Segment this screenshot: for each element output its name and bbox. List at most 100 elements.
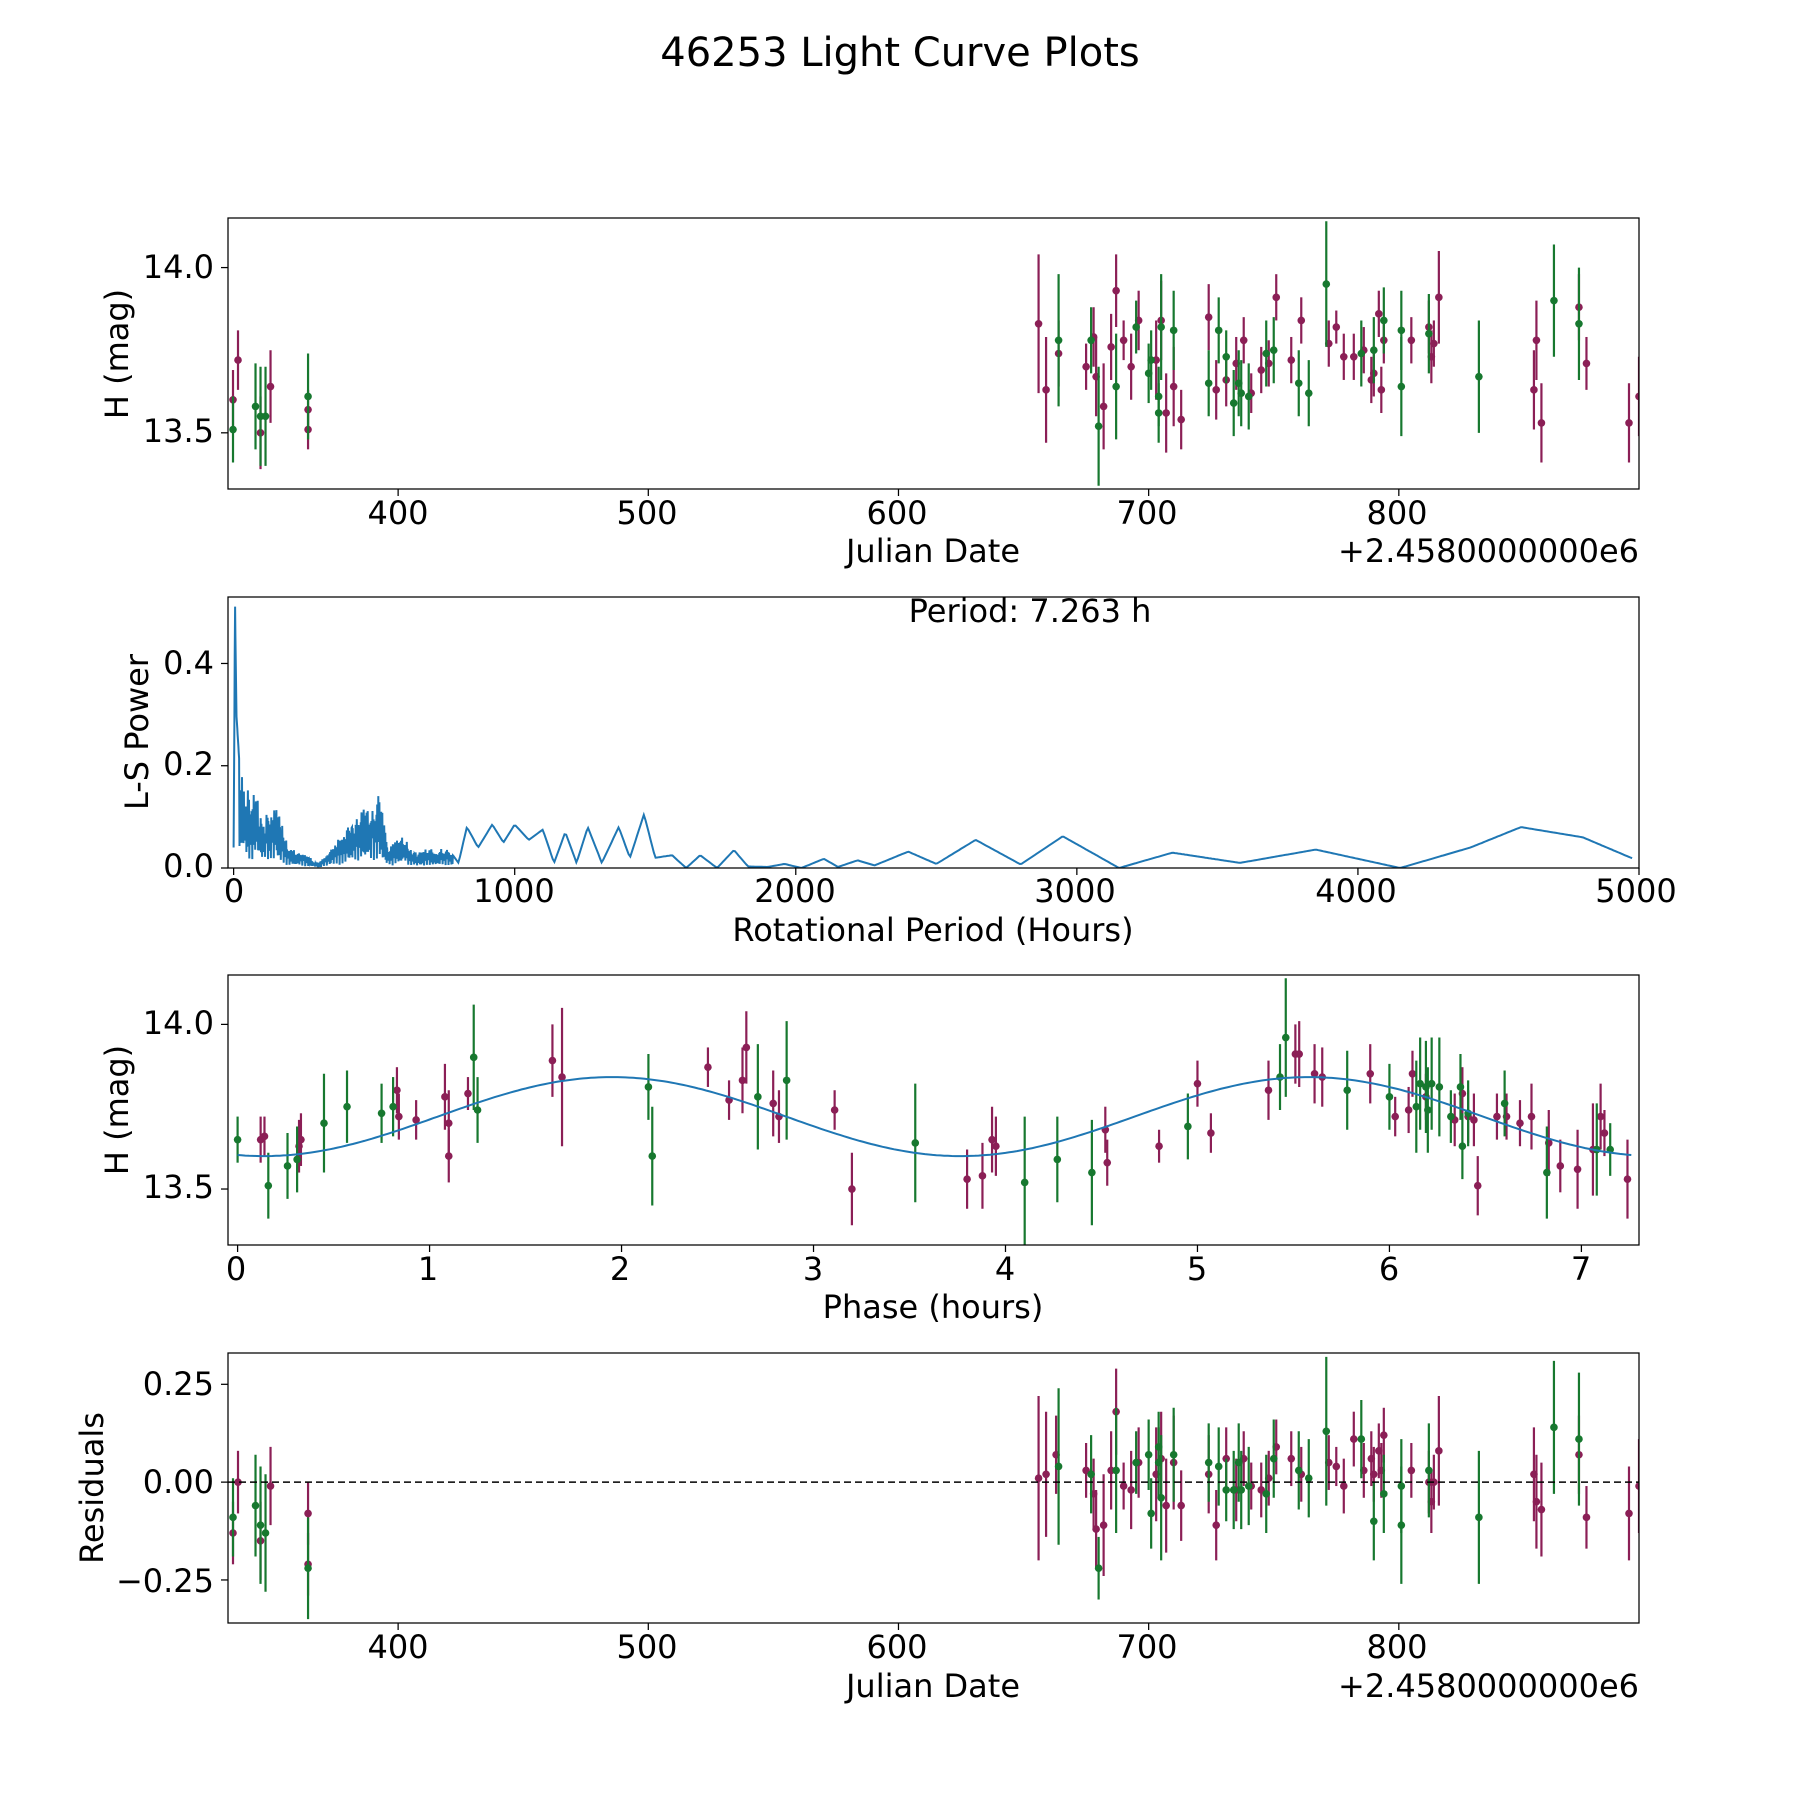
light-curve-point-filter_b bbox=[1222, 353, 1231, 361]
residuals-point-filter_b bbox=[1222, 1486, 1231, 1494]
residuals-point-filter_b bbox=[1237, 1486, 1246, 1494]
periodogram-ytick-0.4: 0.4 bbox=[163, 644, 214, 682]
residuals-point-filter_b bbox=[1087, 1470, 1095, 1479]
phase-point-filter_b bbox=[1343, 1086, 1352, 1095]
residuals-point-filter_a bbox=[266, 1482, 275, 1490]
residuals-point-filter_b bbox=[1475, 1513, 1483, 1522]
phase-point-filter_a bbox=[769, 1099, 778, 1108]
residuals-point-filter_a bbox=[234, 1478, 242, 1486]
phase-point-filter_a bbox=[1310, 1069, 1319, 1078]
phase-point-filter_b bbox=[233, 1135, 242, 1144]
phase-point-filter_b bbox=[782, 1076, 791, 1085]
phase-point-filter_b bbox=[469, 1053, 478, 1062]
residuals-point-filter_a bbox=[1435, 1447, 1443, 1455]
phase-point-filter_a bbox=[1193, 1079, 1202, 1088]
phase-point-filter_a bbox=[988, 1135, 996, 1144]
light-curve-point-filter_a bbox=[1119, 336, 1128, 345]
residuals-ticks bbox=[221, 1383, 1400, 1630]
residuals-point-filter_a bbox=[1370, 1470, 1378, 1479]
residuals-point-filter_b bbox=[1144, 1450, 1153, 1459]
residuals-xtick-600: 600 bbox=[866, 1628, 927, 1666]
light-curve-ticks bbox=[221, 266, 1400, 496]
phase-ylabel: H (mag) bbox=[98, 1045, 136, 1175]
residuals-xtick-800: 800 bbox=[1366, 1628, 1427, 1666]
light-curve-point-filter_a bbox=[1339, 353, 1348, 361]
phase-point-filter_b bbox=[1447, 1112, 1455, 1121]
light-curve-point-filter_b bbox=[1269, 346, 1278, 354]
residuals-point-filter_b bbox=[1370, 1517, 1378, 1526]
residuals-point-filter_a bbox=[1287, 1454, 1296, 1463]
light-curve-point-filter_b bbox=[1112, 382, 1120, 391]
periodogram-curve bbox=[232, 606, 1633, 868]
phase-point-filter_a bbox=[1391, 1112, 1399, 1121]
residuals-point-filter_a bbox=[1092, 1525, 1100, 1533]
residuals-xtick-700: 700 bbox=[1116, 1628, 1177, 1666]
phase-point-filter_b bbox=[1184, 1122, 1192, 1131]
residuals-point-filter_b bbox=[1397, 1482, 1406, 1490]
light-curve-point-filter_b bbox=[1154, 409, 1163, 417]
phase-point-filter_a bbox=[963, 1175, 971, 1183]
residuals-point-filter_a bbox=[1532, 1497, 1541, 1506]
panel-phase-folded: 13.5 14.0 0 1 2 3 4 5 6 7 Phase (hours) … bbox=[98, 974, 1640, 1326]
light-curve-point-filter_a bbox=[1107, 343, 1115, 351]
light-curve-point-filter_b bbox=[1425, 329, 1433, 338]
residuals-point-filter_b bbox=[1304, 1474, 1313, 1483]
residuals-point-filter_b bbox=[1157, 1493, 1165, 1502]
residuals-point-filter_a bbox=[1349, 1435, 1358, 1443]
residuals-point-filter_b bbox=[1550, 1423, 1558, 1432]
residuals-point-filter_b bbox=[1294, 1466, 1303, 1475]
light-curve-points bbox=[229, 221, 1639, 486]
phase-point-filter_a bbox=[558, 1073, 566, 1081]
phase-point-filter_b bbox=[343, 1102, 351, 1111]
residuals-point-filter_b bbox=[1094, 1564, 1103, 1573]
phase-point-filter_b bbox=[389, 1102, 397, 1111]
residuals-point-filter_b bbox=[1425, 1466, 1433, 1475]
phase-point-filter_b bbox=[1435, 1083, 1444, 1091]
phase-point-filter_b bbox=[1020, 1178, 1029, 1187]
phase-xlabel: Phase (hours) bbox=[823, 1288, 1044, 1326]
residuals-point-filter_b bbox=[1322, 1427, 1331, 1436]
residuals-point-filter_a bbox=[1635, 1482, 1639, 1490]
light-curve-point-filter_a bbox=[1625, 419, 1633, 427]
residuals-point-filter_b bbox=[1169, 1450, 1178, 1459]
residuals-point-filter_a bbox=[1119, 1482, 1128, 1490]
residuals-point-filter_b bbox=[1132, 1458, 1140, 1467]
phase-point-filter_a bbox=[1103, 1158, 1112, 1167]
light-curve-xtick-400: 400 bbox=[367, 494, 428, 532]
phase-point-filter_b bbox=[1276, 1073, 1284, 1081]
phase-point-filter_b bbox=[1456, 1083, 1465, 1091]
residuals-ytick-0.25: 0.25 bbox=[143, 1365, 214, 1403]
phase-point-filter_a bbox=[1366, 1069, 1375, 1078]
residuals-point-filter_b bbox=[1214, 1462, 1223, 1471]
residuals-axes-frame bbox=[227, 1352, 1640, 1624]
residuals-ylabel: Residuals bbox=[73, 1412, 111, 1564]
residuals-point-filter_b bbox=[1357, 1435, 1366, 1443]
light-curve-point-filter_a bbox=[1239, 336, 1248, 345]
phase-point-filter_a bbox=[704, 1063, 712, 1071]
phase-point-filter_a bbox=[548, 1056, 557, 1065]
light-curve-point-filter_a bbox=[1349, 353, 1358, 361]
phase-point-filter_a bbox=[1527, 1112, 1536, 1121]
residuals-point-filter_a bbox=[1034, 1474, 1043, 1483]
phase-point-filter_a bbox=[1596, 1112, 1605, 1121]
light-curve-point-filter_a bbox=[1082, 362, 1090, 371]
light-curve-point-filter_b bbox=[1380, 316, 1388, 325]
light-curve-point-filter_a bbox=[1127, 362, 1135, 371]
phase-ytick-13.5: 13.5 bbox=[143, 1168, 214, 1206]
phase-xtick-3: 3 bbox=[803, 1250, 823, 1288]
light-curve-xtick-600: 600 bbox=[866, 494, 927, 532]
residuals-point-filter_a bbox=[1177, 1501, 1185, 1510]
light-curve-offset: +2.4580000000e6 bbox=[1338, 532, 1639, 570]
light-curve-point-filter_a bbox=[1297, 316, 1306, 325]
phase-point-filter_a bbox=[1207, 1129, 1215, 1137]
phase-point-filter_b bbox=[1543, 1168, 1551, 1177]
light-curve-point-filter_b bbox=[1322, 280, 1331, 288]
residuals-xtick-500: 500 bbox=[616, 1628, 677, 1666]
phase-point-filter_a bbox=[1493, 1112, 1501, 1121]
phase-point-filter_b bbox=[1385, 1093, 1394, 1101]
light-curve-point-filter_b bbox=[1550, 296, 1558, 305]
panel-residuals: 0.25 0.00 −0.25 400 500 600 700 800 Juli… bbox=[73, 1352, 1640, 1705]
periodogram-annotation: Period: 7.263 h bbox=[909, 592, 1152, 630]
residuals-point-filter_a bbox=[1127, 1486, 1135, 1494]
phase-model-curve bbox=[237, 1076, 1632, 1158]
